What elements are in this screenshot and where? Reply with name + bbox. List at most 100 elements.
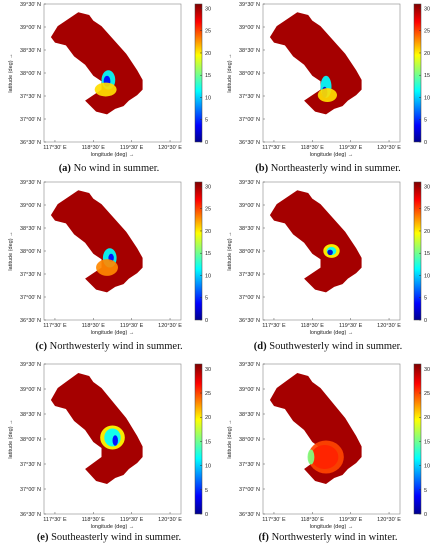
colorbar-tick-label: 20	[424, 51, 430, 57]
colorbar-tick-label: 25	[424, 391, 430, 397]
colorbar-tick-label: 10	[205, 95, 211, 101]
colorbar-tick-label: 5	[205, 296, 208, 302]
x-tick-label: 118°30' E	[82, 145, 106, 151]
colorbar-tick-label: 20	[205, 415, 211, 421]
colorbar-tick-label: 10	[424, 95, 430, 101]
y-tick-label: 37°30' N	[239, 462, 260, 468]
colorbar	[413, 363, 422, 515]
x-axis-label: longitude (deg) →	[310, 524, 354, 530]
y-tick-label: 37°30' N	[20, 462, 41, 468]
map-plot-b: 39°30' N 39°00' N 38°30' N 38°00' N 37°30' N…	[227, 2, 430, 158]
panel-b: 39°30' N 39°00' N 38°30' N 38°00' N 37°30' N…	[219, 0, 437, 183]
plume-patch	[310, 445, 339, 469]
panel-a: 39°30' N 39°00' N 38°30' N 38°00' N 37°30' N…	[0, 0, 218, 183]
y-tick-label: 39°00' N	[20, 25, 41, 31]
colorbar-tick-label: 15	[424, 439, 430, 445]
y-tick-label: 39°00' N	[239, 387, 260, 393]
y-tick-label: 39°30' N	[239, 180, 260, 186]
x-tick-label: 119°30' E	[120, 323, 144, 329]
x-tick-label: 119°30' E	[339, 145, 363, 151]
sea-region	[50, 190, 143, 293]
map-plot-e: 39°30' N 39°00' N 38°30' N 38°00' N 37°30' N…	[8, 362, 211, 530]
y-tick-label: 37°00' N	[20, 295, 41, 301]
x-tick-label: 119°30' E	[339, 323, 363, 329]
colorbar-tick-label: 5	[424, 296, 427, 302]
colorbar-tick-label: 0	[205, 140, 208, 146]
x-tick-label: 119°30' E	[120, 517, 144, 523]
colorbar-tick-label: 10	[424, 273, 430, 279]
y-tick-label: 38°00' N	[239, 71, 260, 77]
colorbar-tick-label: 30	[205, 367, 211, 373]
colorbar-tick-label: 30	[424, 6, 430, 12]
y-tick-label: 39°00' N	[20, 203, 41, 209]
colorbar	[194, 181, 203, 321]
sea-region	[50, 373, 143, 484]
x-tick-label: 117°30' E	[43, 517, 67, 523]
x-tick-label: 120°30' E	[377, 517, 401, 523]
y-axis-label: latitude (deg) →	[8, 419, 14, 458]
caption-c: (c) Northwesterly wind in summer.	[35, 341, 183, 352]
y-tick-label: 38°30' N	[239, 48, 260, 54]
x-tick-label: 118°30' E	[82, 517, 106, 523]
y-tick-label: 37°30' N	[20, 272, 41, 278]
colorbar-tick-label: 25	[424, 207, 430, 213]
map-plot-d: 39°30' N 39°00' N 38°30' N 38°00' N 37°30' N…	[227, 180, 430, 336]
y-tick-label: 36°30' N	[239, 318, 260, 324]
x-tick-label: 120°30' E	[377, 323, 401, 329]
y-tick-label: 37°00' N	[239, 295, 260, 301]
y-tick-label: 39°30' N	[20, 362, 41, 368]
colorbar-tick-label: 20	[205, 51, 211, 57]
map-plot-c: 39°30' N 39°00' N 38°30' N 38°00' N 37°30' N…	[8, 180, 211, 336]
x-axis-label: longitude (deg) →	[91, 524, 135, 530]
y-tick-label: 37°30' N	[20, 94, 41, 100]
x-tick-label: 117°30' E	[43, 323, 67, 329]
colorbar-tick-label: 25	[424, 29, 430, 35]
colorbar-tick-label: 0	[424, 140, 427, 146]
y-tick-label: 39°00' N	[239, 25, 260, 31]
plume-patch	[317, 88, 337, 102]
colorbar-tick-label: 10	[205, 464, 211, 470]
map-plot-a: 39°30' N 39°00' N 38°30' N 38°00' N 37°30' N…	[8, 2, 211, 158]
colorbar-tick-label: 0	[424, 512, 427, 518]
y-tick-label: 37°00' N	[20, 117, 41, 123]
y-axis-label: latitude (deg) →	[227, 53, 233, 92]
colorbar-tick-label: 0	[205, 512, 208, 518]
colorbar-tick-label: 0	[424, 318, 427, 324]
colorbar-tick-label: 20	[424, 415, 430, 421]
y-tick-label: 38°30' N	[20, 412, 41, 418]
y-tick-label: 39°30' N	[20, 180, 41, 186]
caption-d: (d) Southwesterly wind in summer.	[253, 341, 403, 352]
y-tick-label: 39°00' N	[239, 203, 260, 209]
colorbar	[413, 3, 422, 143]
plume-patch	[112, 435, 118, 446]
y-tick-label: 38°00' N	[239, 249, 260, 255]
y-axis-label: latitude (deg) →	[227, 419, 233, 458]
x-tick-label: 119°30' E	[120, 145, 144, 151]
sea-region	[269, 190, 362, 293]
plume-patch	[104, 428, 121, 447]
x-tick-label: 119°30' E	[339, 517, 363, 523]
colorbar-tick-label: 20	[424, 229, 430, 235]
colorbar-tick-label: 15	[424, 73, 430, 79]
colorbar-tick-label: 25	[205, 29, 211, 35]
x-axis-label: longitude (deg) →	[91, 330, 135, 336]
colorbar-tick-label: 15	[205, 73, 211, 79]
colorbar-tick-label: 30	[424, 367, 430, 373]
colorbar-tick-label: 25	[205, 207, 211, 213]
x-axis-label: longitude (deg) →	[310, 330, 354, 336]
x-tick-label: 120°30' E	[158, 145, 182, 151]
panel-e: 39°30' N 39°00' N 38°30' N 38°00' N 37°30' N…	[0, 360, 218, 550]
colorbar-tick-label: 5	[205, 488, 208, 494]
colorbar	[194, 363, 203, 515]
y-axis-label: latitude (deg) →	[8, 231, 14, 270]
y-tick-label: 39°30' N	[239, 2, 260, 8]
y-tick-label: 36°30' N	[239, 140, 260, 146]
colorbar	[413, 181, 422, 321]
y-tick-label: 38°30' N	[239, 226, 260, 232]
y-tick-label: 36°30' N	[20, 512, 41, 518]
plume-patch	[327, 249, 333, 256]
colorbar-tick-label: 0	[205, 318, 208, 324]
colorbar-tick-label: 10	[424, 464, 430, 470]
y-tick-label: 39°30' N	[239, 362, 260, 368]
x-tick-label: 117°30' E	[43, 145, 67, 151]
